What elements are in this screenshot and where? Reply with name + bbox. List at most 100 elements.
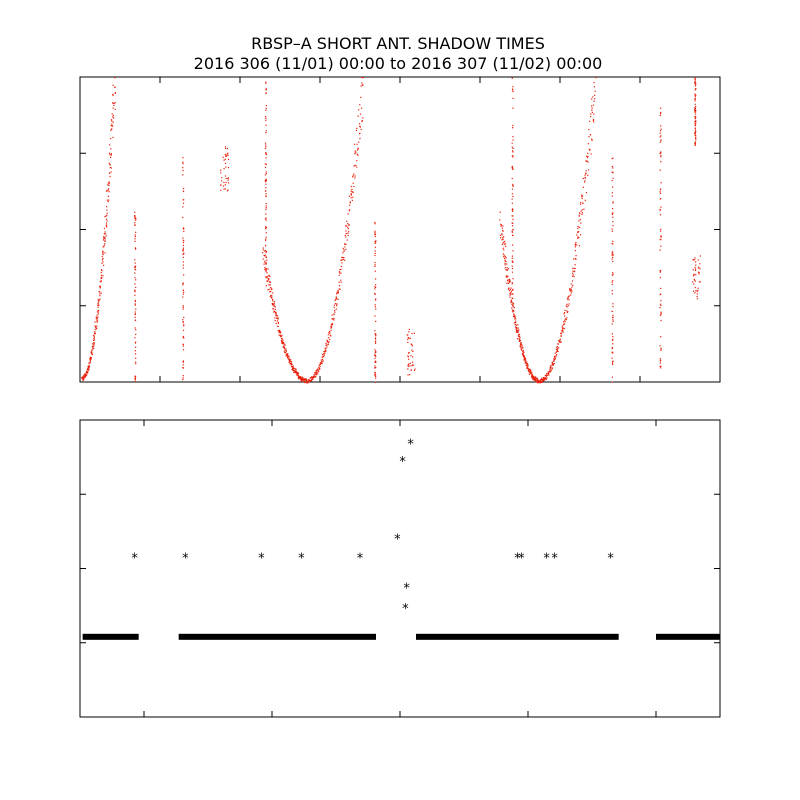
data-point bbox=[374, 341, 377, 343]
data-point bbox=[537, 379, 539, 381]
data-point bbox=[279, 332, 282, 334]
data-point bbox=[108, 162, 110, 164]
data-point bbox=[508, 280, 510, 282]
data-point bbox=[511, 271, 514, 273]
data-point bbox=[573, 258, 575, 260]
data-point bbox=[300, 379, 302, 381]
data-point bbox=[337, 292, 339, 294]
data-point bbox=[547, 373, 550, 375]
data-point bbox=[374, 232, 376, 234]
data-point bbox=[306, 381, 308, 384]
data-point bbox=[271, 294, 273, 297]
data-point bbox=[409, 337, 412, 339]
data-point bbox=[512, 234, 514, 236]
data-point bbox=[314, 373, 316, 375]
data-point bbox=[564, 315, 566, 317]
data-point bbox=[280, 335, 283, 338]
data-point bbox=[93, 335, 95, 337]
data-point bbox=[660, 156, 662, 158]
data-point bbox=[611, 252, 613, 255]
data-point bbox=[325, 342, 327, 345]
data-point bbox=[411, 343, 413, 346]
data-point bbox=[134, 377, 137, 379]
data-point bbox=[317, 369, 319, 371]
data-point bbox=[92, 339, 95, 341]
data-point bbox=[114, 77, 116, 79]
data-point bbox=[271, 296, 273, 298]
data-point bbox=[108, 181, 110, 183]
data-point bbox=[517, 331, 519, 333]
data-point bbox=[511, 166, 514, 168]
data-point bbox=[694, 268, 697, 270]
data-point bbox=[523, 355, 525, 357]
data-point bbox=[505, 275, 508, 277]
data-point bbox=[694, 82, 696, 84]
data-point bbox=[265, 217, 267, 219]
data-point bbox=[100, 274, 103, 276]
data-point bbox=[517, 330, 519, 332]
data-point bbox=[512, 278, 514, 280]
data-point bbox=[577, 236, 579, 238]
data-point bbox=[290, 364, 293, 366]
data-point bbox=[548, 372, 550, 374]
data-point bbox=[552, 364, 554, 366]
data-point bbox=[283, 350, 285, 352]
data-point bbox=[351, 191, 353, 193]
data-point bbox=[574, 246, 577, 248]
data-point bbox=[358, 109, 360, 111]
data-point bbox=[660, 128, 662, 130]
data-point bbox=[660, 365, 662, 367]
data-point bbox=[135, 329, 137, 331]
data-point bbox=[85, 373, 87, 375]
data-point bbox=[374, 288, 376, 290]
data-point bbox=[553, 358, 555, 360]
data-point bbox=[568, 295, 570, 297]
data-point bbox=[319, 363, 321, 366]
data-point bbox=[509, 296, 511, 298]
data-point bbox=[265, 256, 267, 258]
data-point bbox=[285, 353, 287, 355]
data-point bbox=[113, 104, 115, 106]
data-point bbox=[374, 261, 376, 264]
data-point bbox=[295, 370, 297, 372]
data-point bbox=[611, 281, 613, 283]
data-point bbox=[266, 277, 268, 279]
data-point bbox=[519, 344, 522, 346]
data-point bbox=[511, 283, 513, 285]
data-point bbox=[87, 368, 89, 370]
data-point bbox=[553, 362, 555, 365]
data-point bbox=[555, 354, 558, 356]
data-point bbox=[97, 302, 99, 304]
data-point bbox=[511, 225, 514, 227]
data-point bbox=[298, 376, 300, 378]
data-point bbox=[577, 231, 579, 233]
data-point bbox=[338, 271, 341, 273]
data-point bbox=[411, 365, 413, 367]
data-point bbox=[374, 354, 376, 357]
data-point bbox=[587, 169, 590, 171]
data-point bbox=[659, 114, 661, 117]
data-point bbox=[512, 305, 514, 307]
data-point bbox=[356, 143, 358, 145]
data-point bbox=[99, 293, 101, 295]
data-point bbox=[612, 319, 614, 321]
data-point bbox=[581, 212, 583, 214]
data-point bbox=[524, 359, 527, 361]
data-point bbox=[135, 308, 137, 310]
data-point bbox=[267, 268, 269, 270]
data-point bbox=[265, 186, 267, 189]
data-point bbox=[265, 153, 268, 156]
data-point bbox=[279, 335, 281, 337]
data-point bbox=[98, 304, 100, 306]
data-point bbox=[693, 279, 696, 281]
data-point bbox=[110, 129, 112, 131]
data-point bbox=[407, 355, 409, 357]
data-point bbox=[518, 338, 520, 340]
data-point bbox=[360, 128, 362, 131]
data-point bbox=[349, 202, 351, 204]
data-point bbox=[182, 261, 184, 263]
bottom-plot: * * * * ******** * * * bbox=[79, 419, 721, 718]
data-point bbox=[134, 211, 136, 213]
data-point bbox=[264, 226, 267, 228]
data-point bbox=[336, 297, 338, 300]
